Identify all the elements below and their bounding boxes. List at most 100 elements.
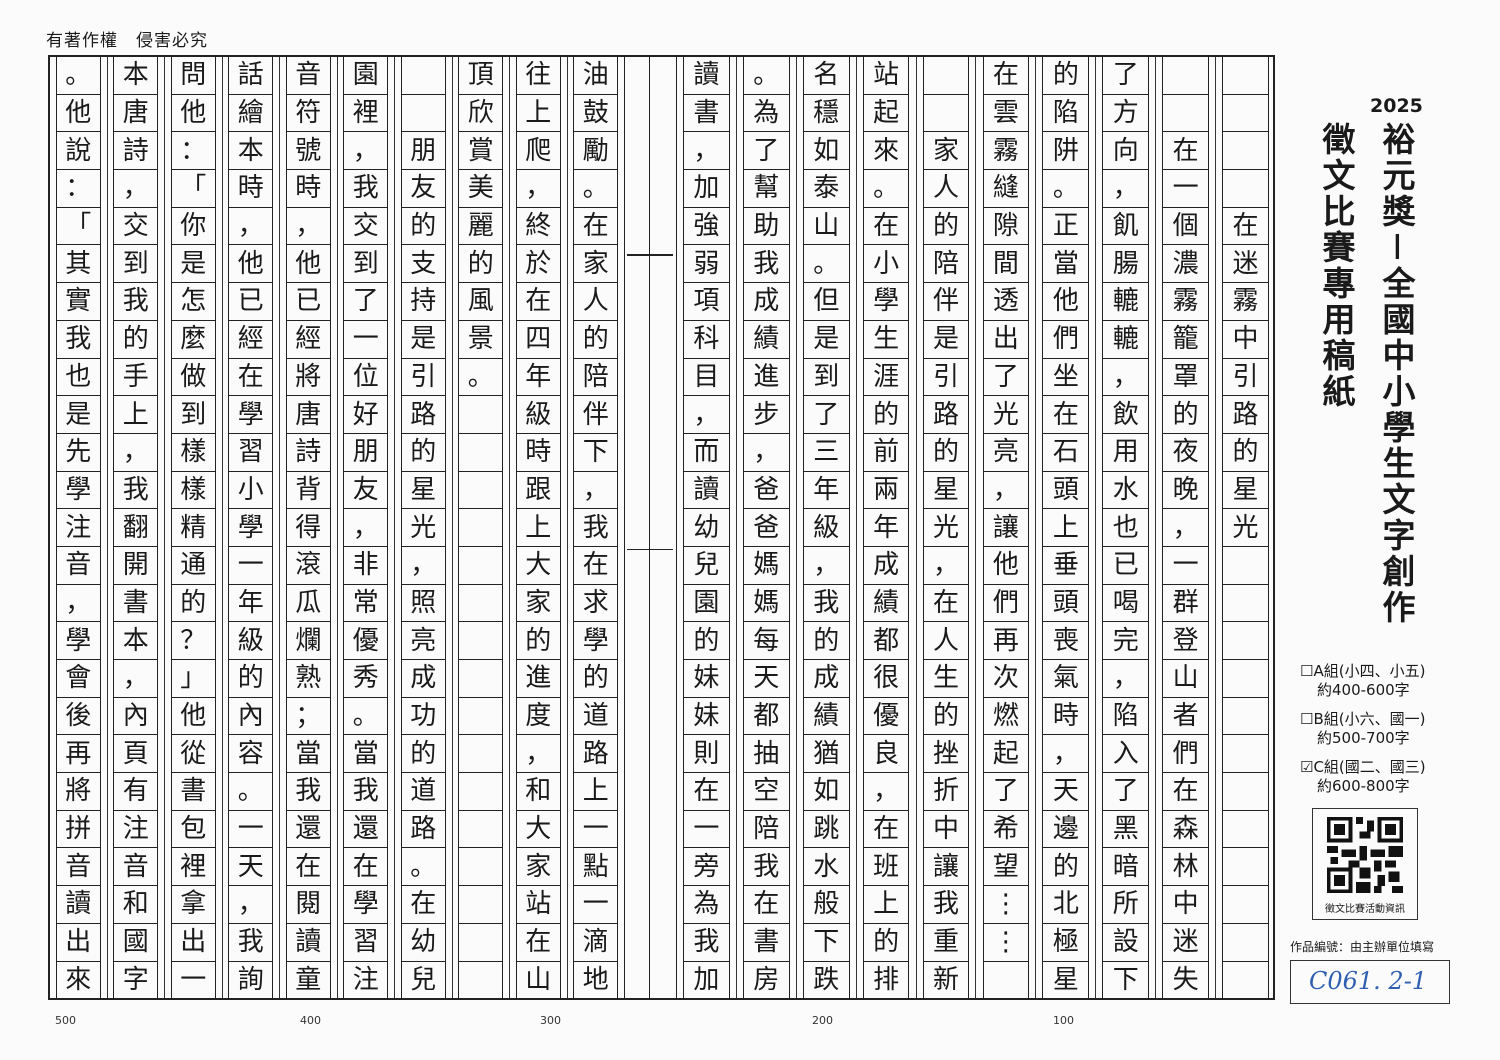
manuscript-cell: 也 [1103, 509, 1149, 547]
checkbox-checked-icon[interactable]: ☑ [1300, 758, 1314, 776]
manuscript-cell: 挫 [923, 735, 969, 774]
manuscript-cell: 迷 [1163, 924, 1209, 962]
manuscript-column-cells: 話繪本時，他已經在學習小學一年級的內容。一天，我詢 [228, 57, 274, 998]
manuscript-cell: 縫 [983, 170, 1029, 208]
manuscript-cell: 爛 [286, 622, 330, 660]
manuscript-cell: 成 [803, 660, 849, 698]
manuscript-cell: 兒 [410, 964, 437, 995]
entry-id-value: C061. 2-1 [1309, 967, 1428, 995]
manuscript-cell: 我 [743, 245, 789, 284]
manuscript-cell: 的 [401, 735, 445, 774]
manuscript-cell: 我 [743, 848, 789, 887]
manuscript-grid: 在迷霧中引路的星光在一個濃霧籠罩的夜晚，一群登山者們在森林中迷失了方向，飢腸轆轆… [48, 55, 1275, 1000]
manuscript-cell: 到 [171, 396, 215, 434]
manuscript-cell: 一 [344, 321, 388, 359]
manuscript-cell: 空 [743, 773, 789, 811]
manuscript-cell: 本 [229, 132, 273, 171]
manuscript-cell: 喝 [1103, 585, 1149, 623]
manuscript-cell: 如 [803, 773, 849, 811]
option-group-c[interactable]: ☑C組(國二、國三) 約600-800字 [1300, 758, 1426, 796]
manuscript-cell: 求 [574, 585, 618, 623]
manuscript-cell [459, 660, 503, 698]
manuscript-cell: 霧 [983, 132, 1029, 171]
manuscript-cell: ， [114, 170, 158, 208]
manuscript-column: 園裡，我交到了一位好朋友，非常優秀。當我還在學習注 [336, 57, 395, 998]
option-group-a[interactable]: ☐A組(小四、小五) 約400-600字 [1300, 662, 1426, 700]
manuscript-cell: 。 [459, 359, 503, 397]
manuscript-cell: 的 [1043, 57, 1089, 95]
manuscript-cell: ， [1103, 359, 1149, 397]
manuscript-cell: 科 [684, 321, 729, 359]
manuscript-cell: 引 [401, 359, 445, 397]
manuscript-cell: 朋 [344, 434, 388, 472]
manuscript-cell: 泰 [803, 170, 849, 208]
manuscript-column-cells: 。為了幫助我成績進步，爸爸媽媽每天都抽空陪我在書房 [742, 57, 790, 998]
manuscript-column: 在一個濃霧籠罩的夜晚，一群登山者們在森林中迷失 [1155, 57, 1215, 998]
manuscript-cell: 我 [114, 283, 158, 321]
manuscript-column: 本唐詩，交到我的手上，我翻開書本，內頁有注音和國字 [106, 57, 165, 998]
manuscript-cell: 暗 [1103, 848, 1149, 887]
char-counter-400: 400 [300, 1014, 321, 1027]
manuscript-cell: 到 [344, 245, 388, 284]
manuscript-cell: 頂 [459, 57, 503, 95]
manuscript-cell: 號 [286, 132, 330, 171]
manuscript-cell: 當 [1043, 245, 1089, 284]
option-group-b[interactable]: ☐B組(小六、國一) 約500-700字 [1300, 710, 1426, 748]
entry-id-label: 作品編號：由主辦單位填寫 [1290, 940, 1435, 954]
manuscript-cell: 在 [1163, 132, 1209, 171]
manuscript-cell: 是 [803, 321, 849, 359]
manuscript-cell: 的 [114, 321, 158, 359]
manuscript-cell: 在 [286, 848, 330, 887]
manuscript-cell: 的 [574, 321, 618, 359]
manuscript-cell: 道 [574, 698, 618, 736]
manuscript-cell: 音 [286, 57, 330, 95]
manuscript-column: 了方向，飢腸轆轆，飲用水也已喝完，陷入了黑暗所設下 [1095, 57, 1155, 998]
manuscript-cell: 時 [516, 434, 560, 472]
manuscript-cell [1223, 848, 1268, 887]
manuscript-cell: 者 [1163, 698, 1209, 736]
manuscript-cell: 話 [229, 57, 273, 95]
manuscript-cell: 我 [229, 924, 273, 962]
manuscript-cell: 級 [516, 396, 560, 434]
manuscript-cell: ⋮ [983, 924, 1029, 962]
manuscript-cell: 裡 [344, 95, 388, 133]
manuscript-cell: 水 [803, 848, 849, 887]
manuscript-cell: 讀 [684, 57, 729, 95]
option-range: 約600-800字 [1317, 777, 1410, 795]
manuscript-cell [1223, 811, 1268, 849]
checkbox-unchecked-icon[interactable]: ☐ [1300, 662, 1314, 680]
manuscript-cell: 」 [171, 660, 215, 698]
manuscript-cell: ， [743, 434, 789, 472]
manuscript-cell: 生 [863, 321, 909, 359]
manuscript-cell: 夜 [1163, 434, 1209, 472]
manuscript-cell: 音 [56, 848, 100, 887]
manuscript-cell: ， [574, 472, 618, 510]
manuscript-cell: 出 [171, 924, 215, 962]
manuscript-cell: 他 [286, 245, 330, 284]
manuscript-cell: 的 [923, 208, 969, 246]
manuscript-cell: 們 [983, 585, 1029, 623]
manuscript-cell: 唐 [114, 95, 158, 133]
manuscript-cell: 上 [516, 95, 560, 133]
manuscript-cell: 引 [923, 359, 969, 397]
manuscript-cell: 而 [684, 434, 729, 472]
manuscript-cell: 路 [401, 396, 445, 434]
checkbox-unchecked-icon[interactable]: ☐ [1300, 710, 1314, 728]
manuscript-cell: 了 [1103, 773, 1149, 811]
manuscript-cell: 得 [286, 509, 330, 547]
manuscript-cell: 注 [114, 811, 158, 849]
manuscript-cell: 山 [803, 208, 849, 246]
manuscript-cell: 詢 [237, 964, 264, 995]
manuscript-cell: ， [344, 132, 388, 171]
manuscript-cell: 家 [516, 585, 560, 623]
manuscript-cell: 但 [803, 283, 849, 321]
manuscript-cell: ， [1103, 170, 1149, 208]
manuscript-cell: 我 [344, 170, 388, 208]
manuscript-cell [459, 396, 503, 434]
manuscript-cell: 步 [743, 396, 789, 434]
manuscript-cell: ⋮ [983, 886, 1029, 924]
entry-id-field[interactable]: C061. 2-1 [1290, 960, 1450, 1004]
manuscript-cell: 頭 [1043, 472, 1089, 510]
manuscript-cell: 喪 [1043, 622, 1089, 660]
manuscript-cell: 學 [229, 396, 273, 434]
